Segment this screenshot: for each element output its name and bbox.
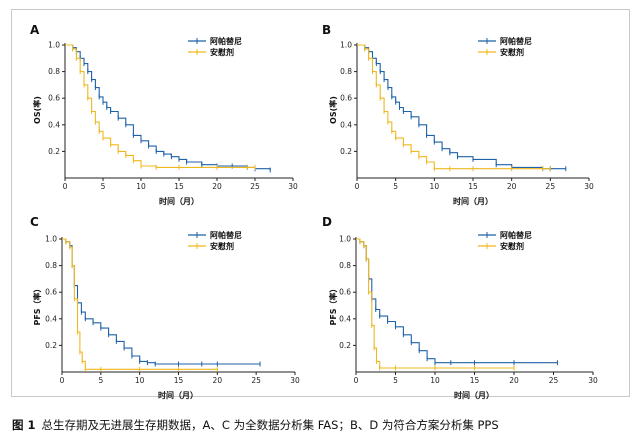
- x-tick-label: 0: [63, 182, 68, 191]
- x-tick-label: 5: [98, 376, 103, 385]
- x-tick-label: 5: [393, 182, 398, 191]
- x-tick-label: 20: [213, 376, 223, 385]
- y-tick-label: 0.4: [340, 120, 352, 129]
- legend-label: 阿帕替尼: [500, 230, 532, 240]
- panel-b: B 0 5 10 15 20 25 30 0.2 0.4 0.6 0.8 1.0 时间（月） OS(率) 阿帕…: [322, 23, 594, 206]
- figure-caption: 图 1 总生存期及无进展生存期数据，A、C 为全数据分析集 FAS；B、D 为符合…: [12, 417, 632, 433]
- x-axis-label: 时间（月）: [453, 196, 493, 206]
- y-tick-label: 1.0: [339, 235, 351, 244]
- x-tick-label: 20: [509, 376, 519, 385]
- figure-frame: [11, 9, 630, 397]
- y-tick-label: 1.0: [45, 235, 57, 244]
- y-tick-label: 0.4: [48, 120, 60, 129]
- y-axis-label: OS(率): [32, 96, 42, 124]
- y-tick-label: 0.8: [339, 261, 351, 270]
- y-tick-label: 0.2: [48, 147, 60, 156]
- panel-a: A 0 5 10 15 20 25 30 0.2 0.4 0.6 0.8 1.0 时间（月） OS(率) 阿帕…: [30, 23, 298, 206]
- caption-text: 总生存期及无进展生存期数据，A、C 为全数据分析集 FAS；B、D 为符合方案分…: [41, 418, 499, 432]
- x-tick-label: 30: [290, 376, 300, 385]
- x-tick-label: 30: [288, 182, 298, 191]
- panel-c: C 0 5 10 15 20 25 30 0.2 0.4 0.6 0.8 1.0 时间（月） PFS（率） 阿…: [30, 215, 300, 400]
- x-tick-label: 15: [174, 182, 184, 191]
- y-tick-label: 0.6: [339, 288, 351, 297]
- x-tick-label: 10: [135, 376, 145, 385]
- panel-letter: B: [322, 23, 331, 37]
- series-line-placebo: [65, 44, 255, 168]
- km-charts: A 0 5 10 15 20 25 30 0.2 0.4 0.6 0.8 1.0 时间（月） OS(率) 阿帕…: [30, 23, 598, 400]
- panel-d: D 0 5 10 15 20 25 30 0.2 0.4 0.6 0.8 1.0 时间（月） PFS（率） 阿…: [322, 215, 598, 400]
- y-tick-label: 0.6: [340, 94, 352, 103]
- series-line-placebo: [356, 238, 514, 369]
- x-tick-label: 25: [251, 376, 261, 385]
- x-tick-label: 10: [430, 376, 440, 385]
- y-tick-label: 1.0: [48, 41, 60, 50]
- caption-label: 图 1: [12, 418, 36, 432]
- panel-letter: C: [30, 215, 39, 229]
- x-tick-label: 30: [588, 376, 598, 385]
- x-axis-label: 时间（月）: [158, 390, 198, 400]
- series-line-drug: [62, 238, 260, 365]
- legend-label: 安慰剂: [210, 47, 234, 57]
- y-tick-label: 0.8: [48, 67, 60, 76]
- legend-label: 安慰剂: [500, 241, 524, 251]
- series-line-drug: [357, 44, 566, 170]
- y-tick-label: 0.4: [339, 314, 351, 323]
- panel-letter: D: [322, 215, 332, 229]
- y-tick-label: 0.2: [340, 147, 352, 156]
- y-tick-label: 0.6: [45, 288, 57, 297]
- y-tick-label: 0.8: [340, 67, 352, 76]
- x-tick-label: 15: [468, 182, 478, 191]
- legend-label: 阿帕替尼: [210, 36, 242, 46]
- series-line-drug: [65, 44, 271, 170]
- x-tick-label: 10: [430, 182, 440, 191]
- series-line-placebo: [62, 238, 218, 370]
- x-tick-label: 5: [101, 182, 106, 191]
- series-line-placebo: [357, 44, 551, 170]
- x-tick-label: 20: [212, 182, 222, 191]
- x-tick-label: 25: [549, 376, 559, 385]
- x-tick-label: 25: [250, 182, 260, 191]
- x-tick-label: 5: [393, 376, 398, 385]
- x-tick-label: 30: [584, 182, 594, 191]
- x-tick-label: 0: [355, 182, 360, 191]
- x-tick-label: 15: [470, 376, 480, 385]
- x-tick-label: 20: [507, 182, 517, 191]
- y-axis-label: PFS（率）: [328, 284, 338, 325]
- y-axis-label: OS(率): [328, 96, 338, 124]
- panel-letter: A: [30, 23, 40, 37]
- y-tick-label: 0.6: [48, 94, 60, 103]
- x-tick-label: 0: [354, 376, 359, 385]
- y-tick-label: 0.4: [45, 314, 57, 323]
- x-tick-label: 15: [174, 376, 184, 385]
- legend-label: 阿帕替尼: [210, 230, 242, 240]
- x-axis-label: 时间（月）: [159, 196, 199, 206]
- legend-label: 安慰剂: [500, 47, 524, 57]
- x-tick-label: 0: [60, 376, 65, 385]
- series-line-drug: [356, 238, 558, 364]
- y-tick-label: 0.2: [339, 341, 351, 350]
- legend-label: 安慰剂: [210, 241, 234, 251]
- x-tick-label: 25: [546, 182, 556, 191]
- x-axis-label: 时间（月）: [454, 390, 494, 400]
- y-axis-label: PFS（率）: [32, 284, 42, 325]
- y-tick-label: 0.8: [45, 261, 57, 270]
- x-tick-label: 10: [136, 182, 146, 191]
- legend-label: 阿帕替尼: [500, 36, 532, 46]
- y-tick-label: 1.0: [340, 41, 352, 50]
- y-tick-label: 0.2: [45, 341, 57, 350]
